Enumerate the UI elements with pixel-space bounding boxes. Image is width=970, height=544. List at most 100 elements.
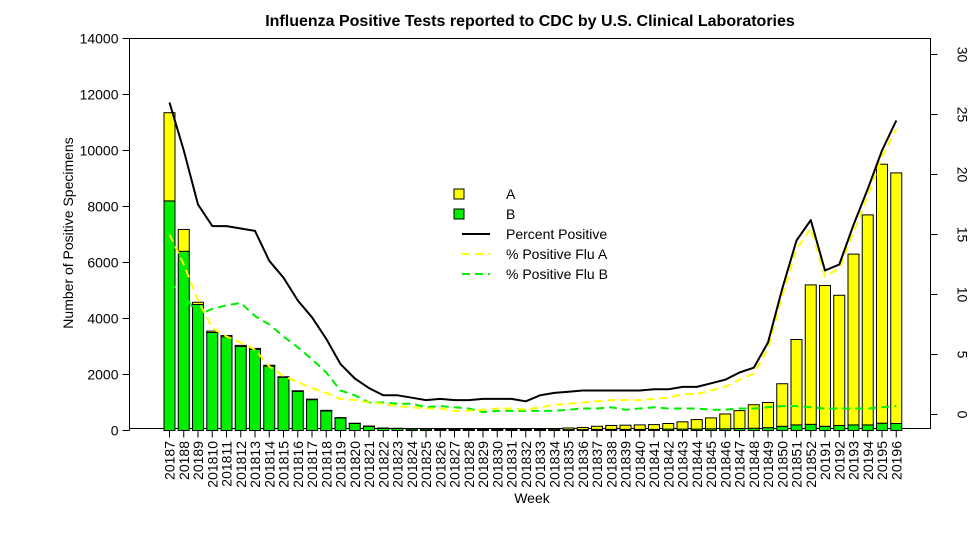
x-tick-label: 201812 [233, 441, 249, 488]
y-tick-label: 6000 [87, 255, 118, 271]
bar-a [676, 421, 689, 430]
bar-a [320, 409, 333, 412]
bar-a [519, 428, 532, 431]
bar-a [662, 423, 675, 430]
axes-layer: 0 2000 4000 6000 8000 10000 12000 14000 0 5 10 15 20… [80, 31, 970, 488]
x-tick-label: 201844 [689, 441, 705, 488]
y-tick-label: 12000 [80, 87, 119, 103]
x-tick-label: 20189 [190, 441, 206, 480]
x-tick-label: 201817 [304, 441, 320, 488]
x-tick-label: 201822 [375, 441, 391, 488]
bar-a [576, 426, 589, 431]
series-line-positive-flu-a [168, 128, 898, 412]
x-tick-label: 201840 [632, 441, 648, 488]
y-tick-label: 8000 [87, 199, 118, 215]
y-tick-label: 0 [111, 423, 119, 439]
x-tick-label: 20192 [831, 441, 847, 480]
x-tick-label: 201849 [760, 441, 776, 488]
bar-b [861, 424, 874, 431]
chart-title: Influenza Positive Tests reported to CDC… [265, 13, 795, 30]
bar-a [306, 398, 318, 401]
x-tick-label: 201846 [717, 441, 733, 488]
x-tick-label: 201829 [475, 441, 491, 488]
bar-a [819, 284, 831, 427]
series-line-percent-positive [168, 102, 898, 403]
x-tick-label: 201832 [518, 441, 534, 488]
x-tick-label: 201819 [333, 441, 349, 488]
bar-a [861, 214, 874, 426]
x-tick-label: 20193 [846, 441, 862, 480]
bar-a [291, 390, 304, 392]
bar-b [234, 346, 247, 431]
bar-b [890, 423, 903, 431]
y2-tick-label: 15 [955, 227, 970, 243]
legend-label: B [506, 206, 515, 222]
x-tick-label: 201814 [261, 441, 277, 488]
x-tick-label: 201825 [418, 441, 434, 488]
x-tick-label: 201850 [774, 441, 790, 488]
x-tick-label: 201851 [789, 441, 805, 488]
lines-layer [168, 102, 898, 414]
y2-tick-label: 0 [955, 411, 970, 419]
bar-a [804, 284, 817, 425]
bar-a [733, 410, 746, 430]
x-tick-label: 201816 [290, 441, 306, 488]
x-tick-label: 201813 [247, 441, 263, 488]
bar-b [334, 417, 347, 431]
y2-tick-label: 25 [955, 107, 970, 123]
bar-a [633, 424, 646, 430]
bar-b [847, 424, 860, 431]
bar-b [776, 425, 789, 431]
bar-a [890, 172, 903, 424]
legend-swatch [453, 208, 465, 220]
x-tick-label: 201821 [361, 441, 377, 488]
x-tick-label: 20191 [817, 441, 833, 480]
bar-a [591, 425, 603, 430]
legend-label: % Positive Flu B [506, 266, 608, 282]
x-tick-label: 201838 [603, 441, 619, 488]
legend-swatch [453, 188, 465, 200]
x-tick-label: 201820 [347, 441, 363, 488]
bar-a [762, 402, 774, 429]
bar-a [690, 419, 703, 430]
bar-a [747, 404, 760, 429]
bar-a [548, 428, 561, 431]
y-tick-label: 14000 [80, 31, 119, 47]
bar-a [605, 424, 618, 430]
bar-a [234, 344, 247, 348]
x-tick-label: 201835 [561, 441, 577, 488]
x-tick-label: 201818 [318, 441, 334, 488]
x-tick-label: 201848 [746, 441, 762, 488]
bar-a [876, 163, 888, 424]
bar-a [163, 112, 176, 202]
x-tick-label: 20195 [874, 441, 890, 480]
x-tick-label: 201852 [803, 441, 819, 488]
x-tick-label: 201810 [204, 441, 220, 488]
bar-b [277, 376, 290, 431]
x-tick-label: 201847 [732, 441, 748, 488]
x-tick-label: 201836 [575, 441, 591, 488]
bar-b [291, 390, 304, 431]
x-tick-label: 20188 [176, 441, 192, 480]
x-tick-label: 201831 [504, 441, 520, 488]
bar-b [819, 425, 831, 431]
x-tick-label: 201833 [532, 441, 548, 488]
bar-b [348, 423, 361, 431]
bar-b [876, 422, 888, 432]
x-tick-label: 201828 [461, 441, 477, 488]
bar-a [619, 424, 632, 430]
x-tick-label: 20196 [888, 441, 904, 480]
x-tick-label: 201839 [618, 441, 634, 488]
x-tick-label: 201843 [675, 441, 691, 488]
bar-b [206, 332, 219, 431]
y-tick-label: 10000 [80, 143, 119, 159]
legend-label: % Positive Flu A [506, 246, 608, 262]
bar-a [776, 383, 789, 427]
bar-b [263, 365, 276, 432]
bar-b [192, 304, 204, 431]
x-tick-label: 201827 [447, 441, 463, 488]
bar-b [790, 424, 803, 431]
series-line-positive-flu-b [168, 281, 897, 414]
x-tick-label: 201845 [703, 441, 719, 488]
x-tick-label: 201834 [546, 441, 562, 488]
